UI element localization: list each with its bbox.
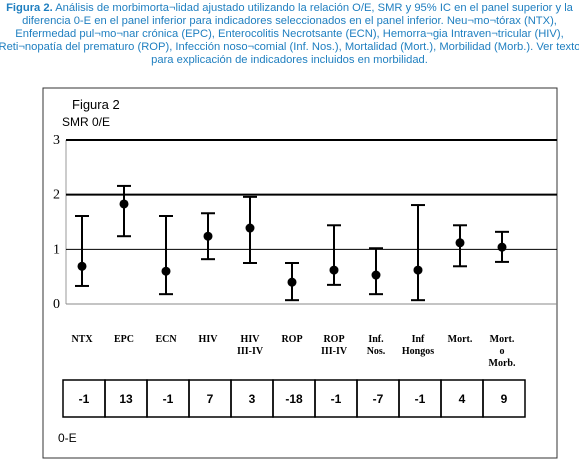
caption-text: Análisis de morbimorta¬lidad ajustado ut… [0,2,579,66]
oe-label: 0-E [58,431,77,445]
x-tick-label: ECN [155,334,177,345]
y-tick-label: 1 [53,242,60,257]
oe-value: 9 [501,392,508,406]
point [77,261,87,271]
x-tick-label: Mort. [448,334,473,345]
y-tick-label: 3 [53,133,60,148]
point [161,266,171,276]
point [455,238,465,248]
y-label: SMR 0/E [62,115,110,129]
frame [42,87,558,459]
caption-label: Figura 2. [6,2,53,14]
point [287,277,297,287]
point [371,270,381,280]
x-tick-label: Inf. Nos. [367,334,386,357]
oe-value: 4 [459,392,466,406]
point [497,242,507,252]
oe-value: -1 [79,392,90,406]
point [413,265,423,275]
y-tick-label: 0 [53,297,60,312]
x-tick-label: HIV III-IV [237,334,264,357]
oe-value: -18 [285,392,303,406]
oe-value: -7 [373,392,384,406]
x-tick-label: Mort. o Morb. [489,334,516,369]
x-tick-label: Inf Hongos [402,334,434,357]
oe-value: -1 [415,392,426,406]
x-tick-label: ROP III-IV [321,334,348,357]
x-tick-label: EPC [114,334,134,345]
point [119,199,129,209]
oe-value: 3 [249,392,256,406]
oe-value: -1 [331,392,342,406]
point [245,223,255,233]
x-tick-label: NTX [71,334,93,345]
point [329,265,339,275]
oe-cell [482,379,526,418]
oe-value: 13 [119,392,133,406]
oe-value: -1 [163,392,174,406]
point [203,231,213,241]
oe-value: 7 [207,392,214,406]
y-tick-label: 2 [53,188,60,203]
caption: Figura 2. Análisis de morbimorta¬lidad a… [0,2,579,67]
x-tick-label: HIV [199,334,219,345]
x-tick-label: ROP [281,334,302,345]
chart-title: Figura 2 [72,97,120,112]
